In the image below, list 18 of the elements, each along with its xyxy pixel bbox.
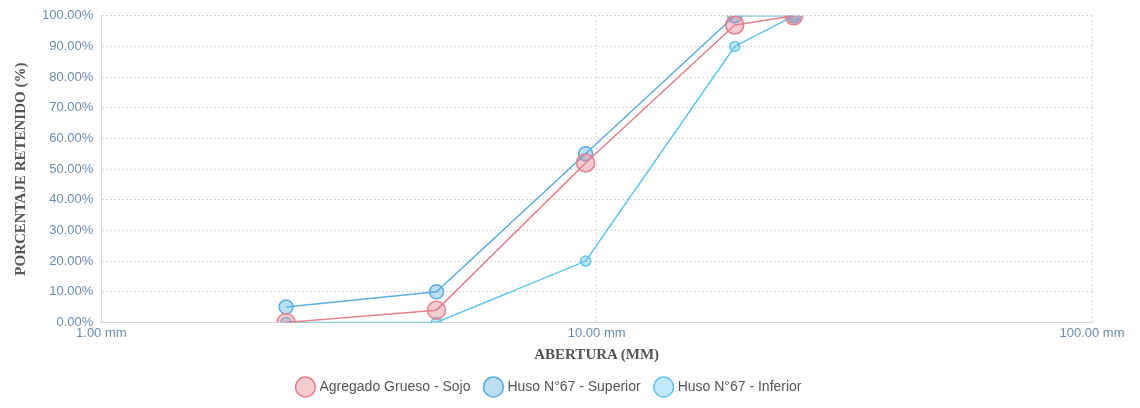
- x-tick-label: 10.00 mm: [567, 324, 626, 340]
- y-tick-label: 50.00%: [49, 160, 94, 176]
- y-tick-label: 90.00%: [49, 38, 94, 54]
- y-tick-label: 60.00%: [49, 130, 94, 146]
- legend-label: Huso N°67 - Superior: [507, 377, 641, 394]
- y-axis-title: PORCENTAJE RETENIDO (%): [11, 62, 29, 276]
- y-tick-label: 30.00%: [49, 222, 94, 237]
- y-tick-label: 70.00%: [49, 99, 94, 115]
- y-tick-label: 0.00%: [56, 313, 94, 329]
- legend-label: Huso N°67 - Inferior: [677, 377, 802, 394]
- y-tick-label: 80.00%: [49, 68, 94, 84]
- y-tick-label: 100.00%: [41, 7, 94, 23]
- y-tick-label: 20.00%: [49, 252, 94, 268]
- x-tick-label: 100.00 mm: [1059, 324, 1125, 340]
- y-tick-label: 10.00%: [49, 283, 94, 299]
- x-axis-title: ABERTURA (MM): [534, 345, 660, 363]
- legend-label: Agregado Grueso - Sojo: [319, 377, 471, 394]
- y-tick-label: 40.00%: [49, 191, 94, 207]
